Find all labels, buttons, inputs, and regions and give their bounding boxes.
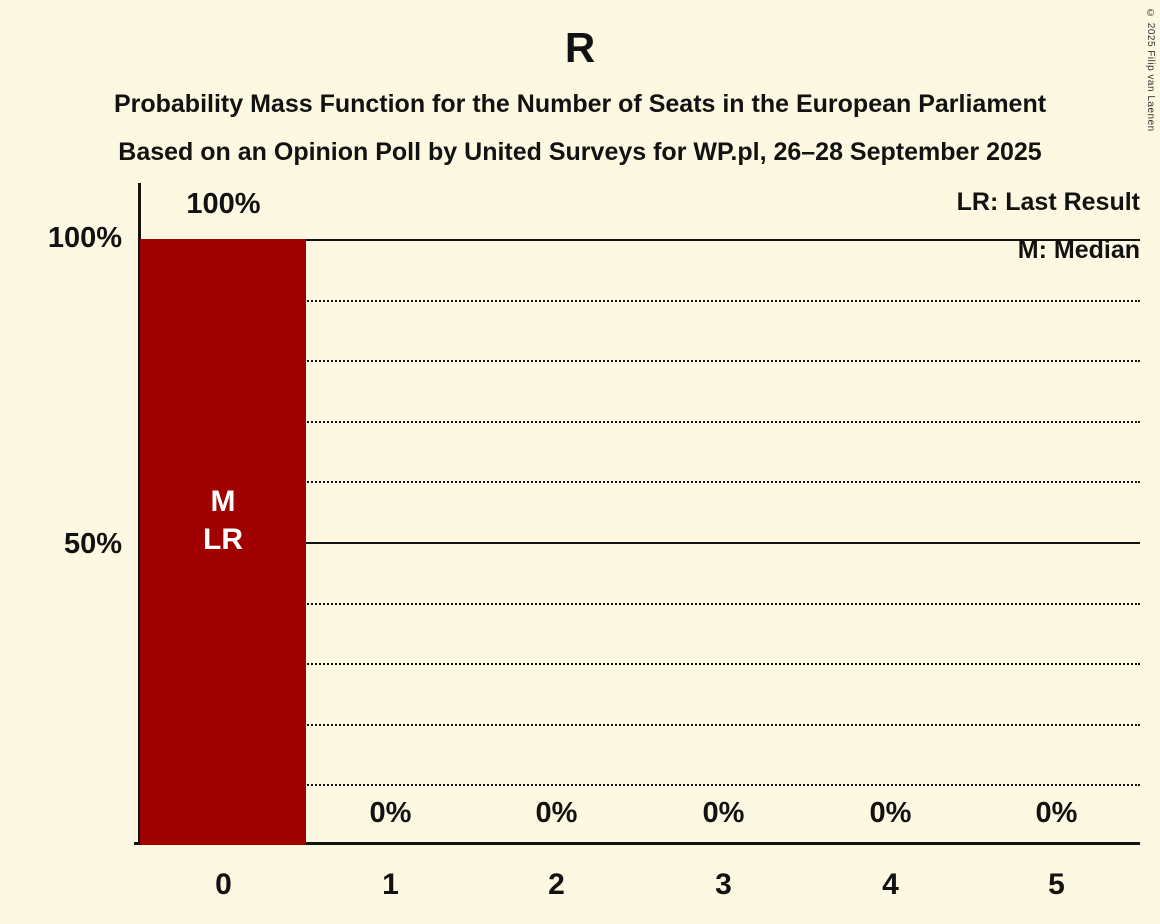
gridline-100 [140,239,1140,241]
value-label-seats-2: 0% [535,797,578,829]
value-label-seats-0: 100% [186,188,261,220]
y-axis-line [138,183,141,845]
gridline-80 [140,360,1140,362]
x-tick-label-0: 0 [215,868,232,901]
y-axis-label-100: 100% [47,222,122,254]
y-axis-label-50: 50% [63,528,122,560]
bar-annotation-labels: M LR [140,483,306,559]
chart-title: R [564,24,596,71]
gridline-20 [140,724,1140,726]
x-tick-label-5: 5 [1048,868,1065,901]
chart-subtitle-line-1: Probability Mass Function for the Number… [113,90,1047,118]
gridline-30 [140,663,1140,665]
value-label-seats-3: 0% [702,797,745,829]
copyright-note: © 2025 Filip van Laenen [1145,8,1156,132]
chart-subtitle-line-2: Based on an Opinion Poll by United Surve… [118,138,1042,166]
value-label-seats-4: 0% [869,797,912,829]
value-label-seats-1: 0% [369,797,412,829]
median-marker: M [210,485,236,518]
gridline-90 [140,300,1140,302]
bar-seats-0 [140,239,306,845]
plot-area: M LR [134,183,1140,845]
x-tick-label-4: 4 [882,868,899,901]
gridline-50 [140,542,1140,544]
gridline-10 [140,784,1140,786]
x-tick-label-1: 1 [382,868,399,901]
gridline-40 [140,603,1140,605]
gridline-70 [140,421,1140,423]
value-label-seats-5: 0% [1035,797,1078,829]
legend-last-result: LR: Last Result [956,188,1140,216]
last-result-marker: LR [203,523,243,556]
x-tick-label-3: 3 [715,868,732,901]
x-axis-line [134,842,1140,845]
x-tick-label-2: 2 [548,868,565,901]
gridline-60 [140,481,1140,483]
